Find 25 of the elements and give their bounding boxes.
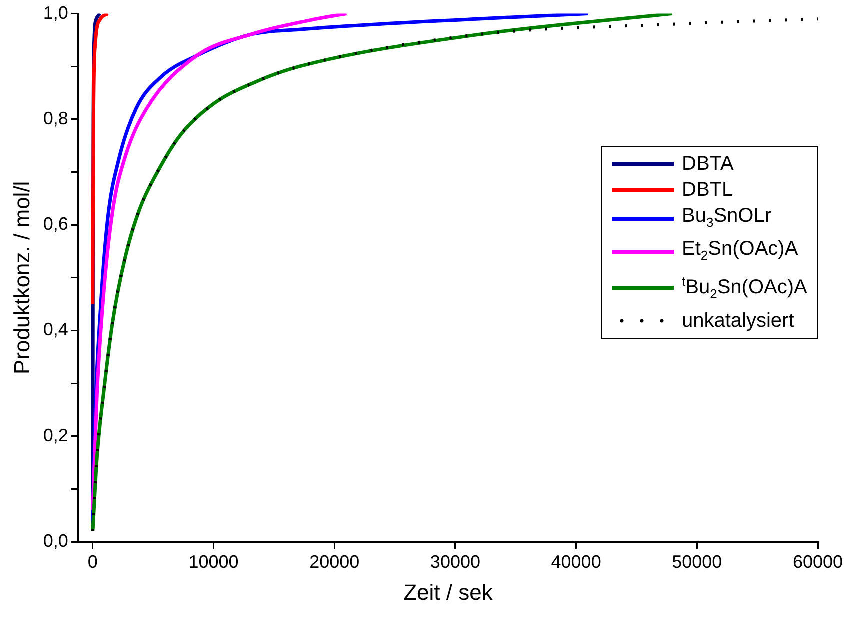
x-tick-label: 10000 — [188, 552, 239, 572]
legend-label: $^{t}$Bu$_{2}$Sn(OAc)A — [682, 272, 808, 304]
x-tick-label: 50000 — [672, 552, 722, 572]
x-tick-label: 30000 — [430, 552, 480, 572]
line-series — [91, 14, 674, 534]
x-tick-label: 40000 — [551, 552, 602, 572]
x-tick-label: 20000 — [310, 552, 360, 572]
y-tick-label: 0,2 — [43, 425, 68, 446]
x-tick-label: 0 — [88, 552, 98, 572]
y-axis-title: Produktkonz. / mol/l — [9, 181, 34, 374]
legend-label: DBTL — [682, 178, 734, 203]
legend-label: Et$_{2}$Sn(OAc)A — [682, 236, 798, 265]
line-series — [91, 14, 348, 512]
x-tick-label: 60000 — [792, 552, 844, 572]
legend-label: Bu$_{3}$SnOLr — [682, 204, 772, 232]
legend-label: unkatalysiert — [682, 308, 794, 334]
y-tick-label: 0,8 — [43, 108, 68, 128]
line-series — [91, 14, 110, 306]
legend-label: DBTA — [682, 152, 734, 177]
line-series — [91, 18, 818, 533]
y-tick-label: 1,0 — [43, 2, 68, 23]
y-tick-label: 0,6 — [43, 214, 68, 234]
y-tick-label: 0,0 — [43, 530, 68, 551]
y-tick-label: 0,4 — [43, 320, 68, 340]
x-axis-title: Zeit / sek — [404, 580, 494, 605]
